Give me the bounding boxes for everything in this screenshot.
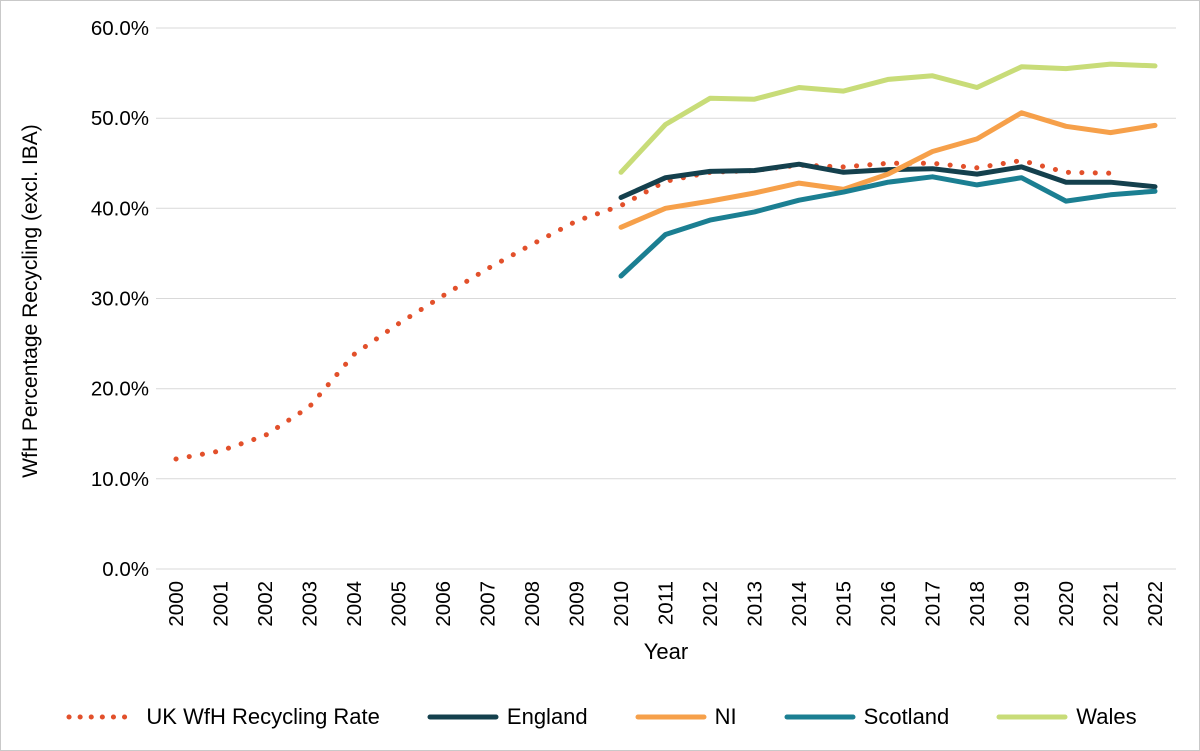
x-tick-label: 2012 bbox=[699, 581, 722, 627]
x-tick-label: 2014 bbox=[788, 581, 811, 627]
y-tick-label: 20.0% bbox=[91, 378, 149, 401]
legend-label: England bbox=[506, 704, 588, 729]
x-tick-label: 2015 bbox=[833, 581, 856, 627]
legend: UK WfH Recycling Rate England NI Scotland Wa… bbox=[1, 695, 1199, 739]
legend-item-ni: NI bbox=[634, 704, 737, 730]
x-tick-label: 2005 bbox=[388, 581, 411, 627]
legend-item-scotland: Scotland bbox=[783, 704, 950, 730]
x-tick-label: 2020 bbox=[1055, 581, 1078, 627]
x-tick-label: 2011 bbox=[655, 581, 678, 625]
legend-label: Wales bbox=[1076, 704, 1137, 729]
y-axis-title: WfH Percentage Recycling (excl. IBA) bbox=[19, 124, 42, 478]
series-line-scotland bbox=[618, 174, 1158, 279]
x-tick-label: 2008 bbox=[521, 581, 544, 627]
y-tick-label: 60.0% bbox=[91, 17, 149, 40]
x-tick-label: 2017 bbox=[922, 581, 945, 627]
x-tick-label: 2021 bbox=[1100, 581, 1123, 627]
dotted-line-swatch-icon bbox=[66, 714, 138, 720]
x-tick-label: 2004 bbox=[343, 581, 366, 627]
y-tick-label: 30.0% bbox=[91, 288, 149, 311]
legend-label: Scotland bbox=[863, 704, 950, 729]
legend-label: UK WfH Recycling Rate bbox=[146, 704, 380, 729]
y-tick-label: 10.0% bbox=[91, 468, 149, 491]
x-tick-label: 2006 bbox=[432, 581, 455, 627]
line-swatch-icon bbox=[784, 714, 856, 720]
line-swatch-icon bbox=[635, 714, 707, 720]
line-swatch-icon bbox=[996, 714, 1068, 720]
legend-label: NI bbox=[714, 704, 737, 729]
x-tick-label: 2000 bbox=[165, 581, 188, 627]
x-tick-label: 2002 bbox=[254, 581, 277, 627]
x-tick-label: 2013 bbox=[744, 581, 767, 627]
series-line-ni bbox=[618, 110, 1158, 230]
legend-item-uk-wfh-recycling-rate: UK WfH Recycling Rate bbox=[65, 704, 380, 730]
x-tick-label: 2018 bbox=[966, 581, 989, 627]
x-tick-label: 2010 bbox=[610, 581, 633, 627]
line-swatch-icon bbox=[427, 714, 499, 720]
x-tick-label: 2003 bbox=[299, 581, 322, 627]
series-line-uk-wfh-recycling-rate bbox=[173, 158, 1113, 462]
x-tick-label: 2016 bbox=[877, 581, 900, 627]
x-tick-label: 2022 bbox=[1144, 581, 1167, 627]
legend-item-england: England bbox=[426, 704, 588, 730]
x-tick-label: 2009 bbox=[566, 581, 589, 627]
y-tick-label: 0.0% bbox=[102, 558, 149, 581]
x-tick-label: 2001 bbox=[210, 581, 233, 627]
series-line-wales bbox=[618, 61, 1158, 175]
series-line-england bbox=[618, 161, 1158, 200]
y-tick-label: 50.0% bbox=[91, 107, 149, 130]
x-axis-title: Year bbox=[643, 639, 689, 664]
legend-item-wales: Wales bbox=[995, 704, 1137, 730]
x-tick-label: 2019 bbox=[1011, 581, 1034, 627]
y-tick-label: 40.0% bbox=[91, 197, 149, 220]
x-tick-label: 2007 bbox=[477, 581, 500, 627]
